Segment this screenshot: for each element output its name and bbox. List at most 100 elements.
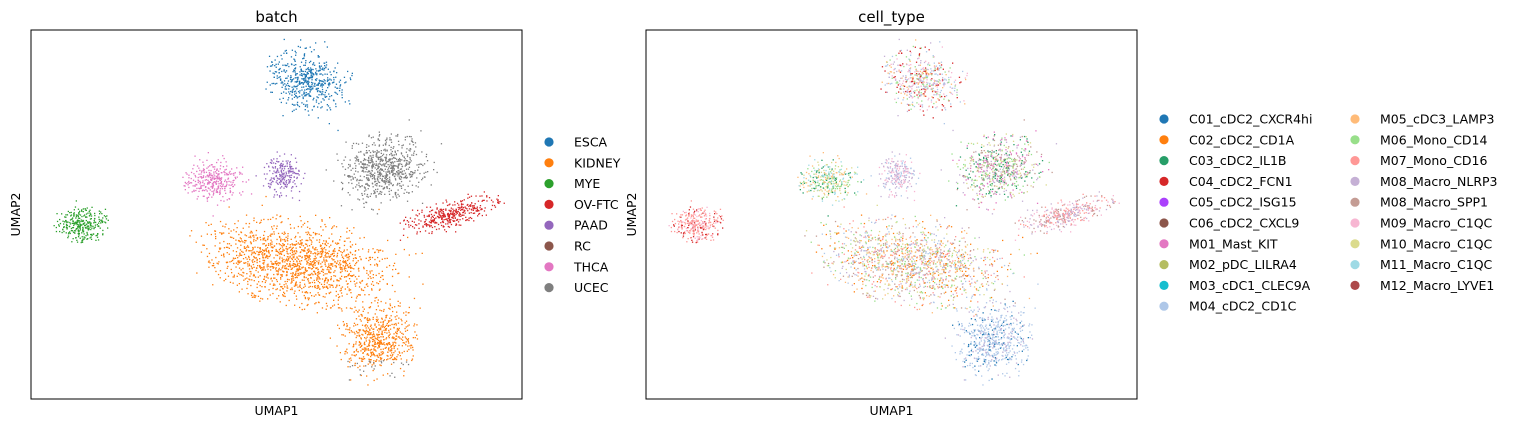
- scatter-point: [89, 237, 91, 239]
- scatter-point: [376, 164, 378, 166]
- scatter-point: [405, 344, 407, 346]
- scatter-point: [98, 222, 100, 224]
- scatter-point: [359, 179, 361, 181]
- scatter-point: [398, 144, 400, 146]
- scatter-point: [229, 170, 231, 173]
- scatter-point: [384, 344, 386, 346]
- scatter-point: [220, 199, 222, 202]
- scatter-point: [443, 219, 445, 221]
- scatter-point: [884, 65, 887, 67]
- scatter-point: [295, 274, 297, 276]
- scatter-point: [273, 76, 275, 78]
- scatter-point: [65, 214, 67, 216]
- scatter-point: [429, 224, 431, 226]
- scatter-point: [87, 226, 89, 228]
- scatter-point: [937, 93, 939, 96]
- scatter-point: [68, 225, 70, 228]
- scatter-point: [317, 287, 319, 289]
- scatter-point: [314, 285, 316, 287]
- scatter-point: [939, 91, 941, 94]
- scatter-point: [927, 63, 929, 65]
- scatter-point: [368, 360, 370, 362]
- scatter-point: [902, 99, 904, 101]
- scatter-point: [80, 219, 82, 221]
- scatter-point: [280, 79, 282, 81]
- scatter-point: [315, 302, 317, 304]
- scatter-point: [278, 72, 280, 74]
- scatter-point: [385, 171, 387, 173]
- scatter-point: [318, 260, 320, 262]
- scatter-point: [228, 247, 230, 249]
- scatter-point: [365, 349, 367, 351]
- scatter-point: [229, 191, 231, 194]
- scatter-point: [87, 222, 89, 224]
- scatter-point: [313, 106, 315, 108]
- scatter-point: [291, 86, 293, 88]
- scatter-point: [257, 265, 259, 267]
- scatter-point: [366, 174, 368, 176]
- scatter-point: [364, 193, 366, 195]
- legend-marker: [544, 262, 554, 272]
- scatter-point: [295, 54, 297, 56]
- scatter-point: [899, 50, 901, 52]
- scatter-point: [286, 258, 288, 260]
- scatter-point: [349, 264, 352, 267]
- scatter-point: [207, 196, 210, 198]
- scatter-point: [367, 274, 370, 276]
- scatter-point: [344, 266, 346, 268]
- scatter-point: [277, 262, 279, 264]
- scatter-point: [351, 365, 354, 367]
- scatter-point: [326, 46, 328, 48]
- scatter-point: [279, 173, 281, 176]
- scatter-point: [325, 64, 328, 66]
- scatter-point: [100, 219, 102, 221]
- scatter-point: [945, 95, 948, 97]
- scatter-point: [936, 80, 938, 83]
- scatter-point: [364, 187, 366, 189]
- scatter-point: [943, 79, 945, 81]
- scatter-point: [394, 316, 396, 318]
- scatter-point: [305, 239, 307, 242]
- scatter-point: [918, 103, 920, 105]
- scatter-point: [350, 246, 352, 248]
- scatter-point: [367, 171, 369, 173]
- scatter-point: [97, 225, 100, 227]
- scatter-point: [382, 159, 384, 161]
- scatter-point: [446, 218, 448, 220]
- scatter-point: [280, 165, 282, 167]
- scatter-point: [389, 354, 392, 356]
- scatter-point: [951, 87, 953, 89]
- scatter-point: [205, 189, 207, 191]
- scatter-point: [314, 303, 316, 305]
- scatter-point: [379, 174, 382, 176]
- scatter-point: [309, 292, 311, 294]
- scatter-point: [356, 156, 359, 158]
- scatter-point: [240, 244, 242, 246]
- scatter-point: [273, 177, 275, 179]
- scatter-point: [378, 289, 381, 291]
- scatter-point: [385, 166, 388, 168]
- scatter-point: [394, 151, 396, 153]
- scatter-point: [357, 311, 359, 313]
- scatter-point: [380, 168, 382, 170]
- scatter-point: [375, 153, 377, 156]
- scatter-point: [392, 336, 394, 338]
- scatter-point: [386, 359, 388, 361]
- legend-marker: [544, 158, 554, 168]
- scatter-point: [384, 139, 387, 141]
- scatter-point: [280, 163, 282, 165]
- scatter-point: [208, 266, 210, 268]
- scatter-point: [325, 302, 328, 305]
- scatter-point: [381, 169, 384, 171]
- scatter-point: [401, 159, 403, 161]
- scatter-point: [377, 283, 380, 285]
- scatter-point: [391, 306, 393, 309]
- scatter-point: [292, 71, 294, 73]
- scatter-point: [388, 159, 390, 161]
- scatter-point: [377, 179, 379, 181]
- scatter-point: [336, 93, 339, 95]
- scatter-point: [218, 261, 220, 263]
- scatter-point: [299, 266, 301, 268]
- scatter-point: [289, 265, 291, 267]
- scatter-point: [278, 267, 280, 270]
